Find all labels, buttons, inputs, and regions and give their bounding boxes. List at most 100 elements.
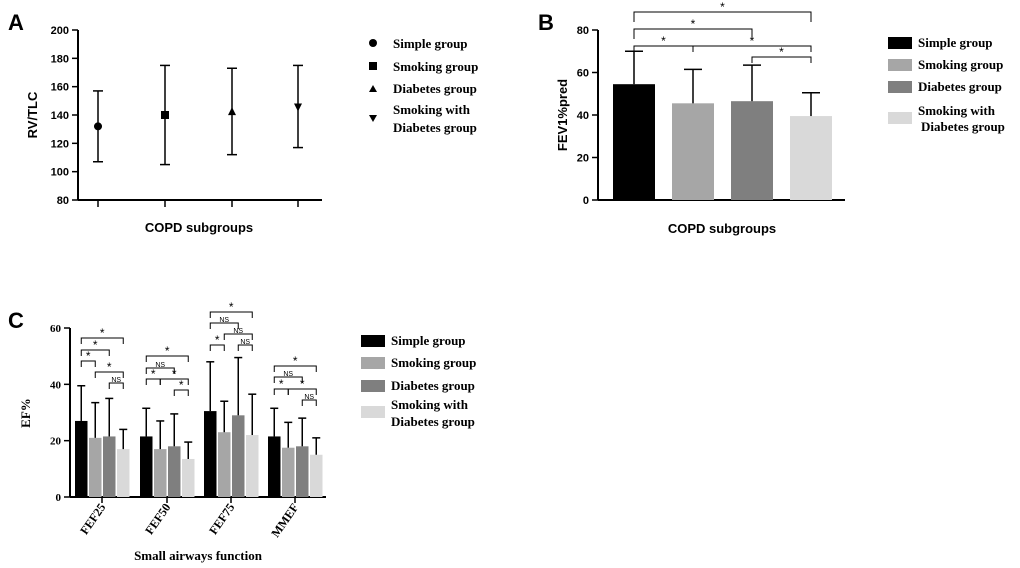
significance-bracket — [173, 389, 189, 396]
significance-bracket — [273, 365, 317, 372]
significance-bracket — [80, 337, 124, 344]
legend-label: Smoking with — [391, 397, 469, 412]
significance-label: * — [779, 45, 784, 59]
legend-label: Smoking group — [918, 57, 1003, 72]
panel-c-label: C — [8, 308, 24, 333]
bar — [296, 446, 309, 497]
significance-bracket — [209, 311, 253, 318]
significance-bracket — [223, 333, 253, 340]
y-tick-label: 180 — [51, 53, 69, 65]
x-tick-label: FEF25 — [77, 501, 108, 537]
significance-bracket — [633, 11, 812, 22]
bar — [232, 415, 245, 497]
y-tick-label: 0 — [583, 195, 589, 207]
bar — [168, 446, 181, 497]
significance-bracket — [751, 56, 812, 63]
y-tick-label: 0 — [56, 492, 62, 504]
panel-c-legend: Simple group Smoking group Diabetes grou… — [361, 333, 476, 429]
bar — [268, 436, 281, 497]
legend-triangle-down-icon — [369, 115, 377, 122]
significance-bracket — [145, 367, 175, 374]
legend-label: Smoking with — [393, 102, 471, 117]
legend-label: Diabetes group — [393, 120, 477, 135]
significance-bracket — [287, 388, 317, 395]
legend-swatch-simple — [888, 37, 912, 49]
significance-label: NS — [304, 394, 314, 401]
bar — [182, 458, 195, 497]
significance-label: * — [720, 0, 725, 14]
significance-bracket — [237, 344, 253, 351]
significance-label: NS — [233, 328, 243, 335]
x-tick-label: FEF75 — [206, 501, 237, 537]
significance-label: * — [165, 344, 170, 358]
y-tick-label: 20 — [577, 153, 589, 165]
bar — [204, 411, 217, 497]
significance-label: NS — [240, 339, 250, 346]
significance-label: * — [215, 333, 220, 347]
bar — [75, 420, 88, 497]
legend-label: Smoking group — [393, 59, 478, 74]
panel-c-y-label: EF% — [18, 398, 33, 428]
bar — [613, 84, 655, 200]
panel-a: A RV/TLC COPD subgroups 80 100 120 140 160 18… — [8, 10, 478, 235]
significance-label: * — [151, 367, 156, 381]
panel-b: B FEV1%pred COPD subgroups 0 20 40 60 80 * * *… — [538, 0, 1005, 236]
legend-swatch-simple — [361, 335, 385, 347]
x-tick-label: FEF50 — [142, 501, 173, 537]
significance-bracket — [145, 355, 189, 362]
significance-bracket — [273, 376, 303, 383]
y-tick-label: 120 — [51, 138, 69, 150]
panel-b-y-label: FEV1%pred — [555, 79, 570, 151]
bar — [89, 437, 102, 497]
y-tick-label: 200 — [51, 25, 69, 37]
legend-label: Diabetes group — [393, 81, 477, 96]
significance-label: * — [107, 360, 112, 374]
y-tick-label: 60 — [50, 323, 62, 335]
significance-label: NS — [219, 317, 229, 324]
point-marker — [94, 122, 102, 131]
legend-swatch-smoking-diabetes — [361, 406, 385, 418]
significance-label: * — [661, 34, 666, 48]
significance-label: NS — [283, 371, 293, 378]
x-tick-label: MMEF — [268, 501, 301, 540]
legend-swatch-smoking-diabetes — [888, 112, 912, 124]
legend-swatch-diabetes — [361, 380, 385, 392]
panel-a-x-label: COPD subgroups — [145, 220, 253, 235]
significance-bracket — [80, 349, 110, 356]
panel-b-x-label: COPD subgroups — [668, 221, 776, 236]
bar — [154, 449, 167, 497]
y-tick-label: 40 — [50, 379, 62, 391]
significance-bracket — [159, 378, 189, 385]
significance-label: * — [172, 367, 177, 381]
significance-label: * — [279, 377, 284, 391]
y-tick-label: 60 — [577, 68, 589, 80]
legend-label: Diabetes group — [391, 414, 475, 429]
panel-a-label: A — [8, 10, 24, 35]
panel-a-legend: Simple group Smoking group Diabetes grou… — [369, 36, 478, 135]
legend-label: Smoking with — [918, 103, 996, 118]
significance-label: NS — [155, 362, 165, 369]
y-tick-label: 80 — [57, 195, 69, 207]
significance-bracket — [633, 28, 753, 39]
legend-label: Simple group — [391, 333, 466, 348]
significance-bracket — [80, 360, 96, 367]
bar — [790, 116, 832, 200]
y-tick-label: 160 — [51, 82, 69, 94]
bar — [310, 454, 323, 497]
bar — [246, 435, 259, 497]
legend-triangle-up-icon — [369, 85, 377, 92]
point-marker — [228, 107, 236, 116]
bar — [731, 101, 773, 200]
significance-bracket — [94, 371, 124, 378]
legend-square-icon — [369, 62, 377, 70]
legend-label: Simple group — [918, 35, 993, 50]
y-tick-label: 140 — [51, 110, 69, 122]
significance-label: * — [100, 326, 105, 340]
point-marker — [294, 103, 302, 112]
y-tick-label: 20 — [50, 436, 62, 448]
legend-label: Smoking group — [391, 355, 476, 370]
significance-bracket — [108, 382, 124, 389]
legend-label: Diabetes group — [918, 79, 1002, 94]
